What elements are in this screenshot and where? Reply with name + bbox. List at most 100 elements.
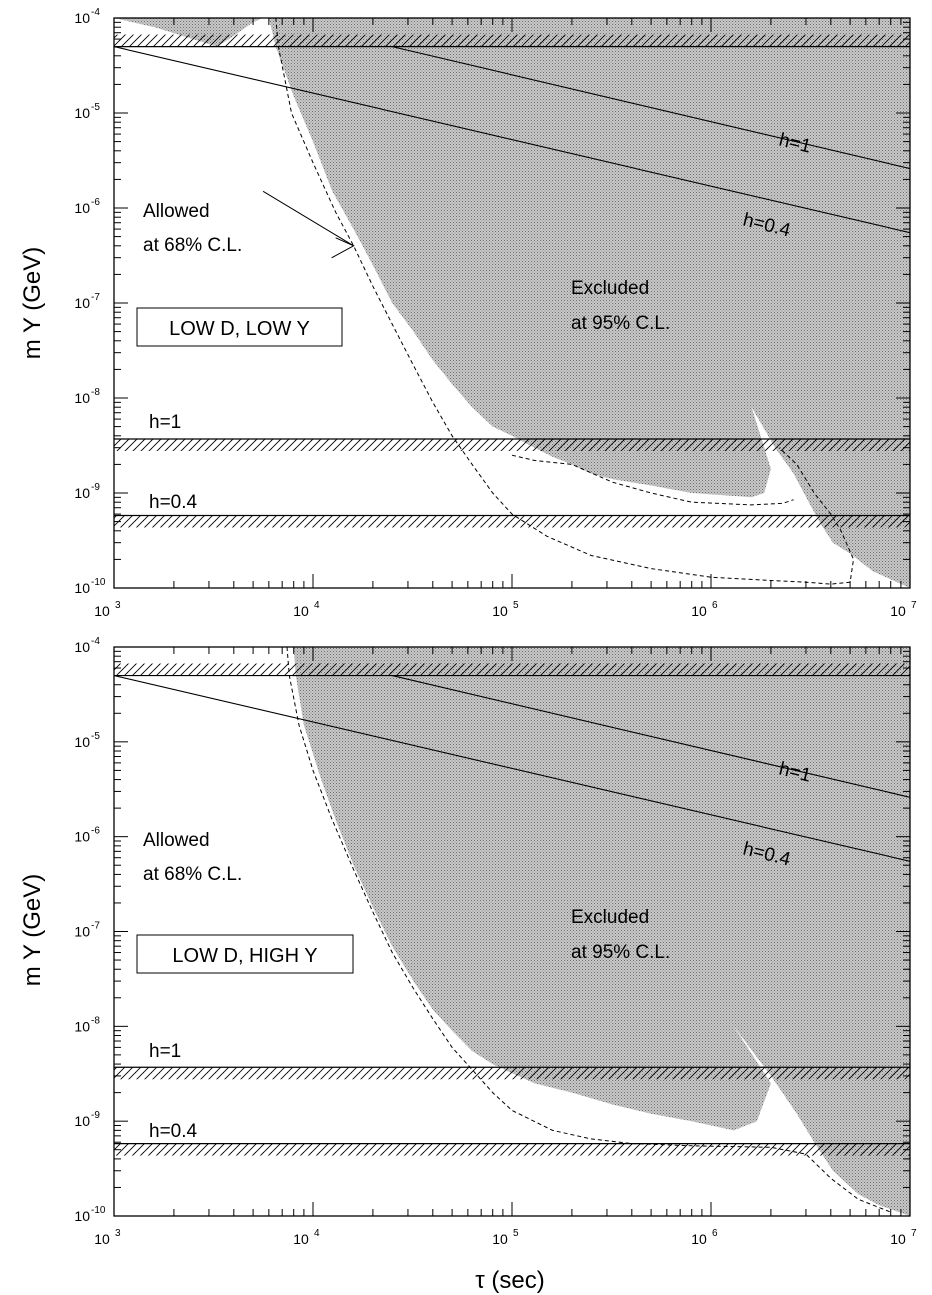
- y-tick-label: 10 -5: [74, 731, 100, 750]
- y-tick-label: 10 -6: [74, 826, 100, 845]
- y-tick-label: 10 -5: [74, 102, 100, 121]
- x-tick-label: 10 5: [492, 1228, 519, 1247]
- y-tick-label-exponent: -9: [91, 482, 100, 493]
- x-tick-label-base: 10: [94, 603, 110, 619]
- x-tick-label-exponent: 6: [712, 600, 718, 611]
- h04-horizontal-label: h=0.4: [149, 1121, 198, 1142]
- y-tick-label-exponent: -6: [91, 197, 100, 208]
- box-label-frame: [136, 307, 343, 347]
- y-tick-label-base: 10: [74, 580, 90, 596]
- y-tick-label-exponent: -7: [91, 921, 100, 932]
- y-tick-label: 10 -7: [74, 292, 100, 311]
- x-tick-label-base: 10: [293, 1231, 309, 1247]
- y-tick-label: 10 -10: [74, 1205, 105, 1224]
- bottom-panel: 10 3 10 4 10 5 10 6 10 710 -410 -510 -610 -710 -810 -91…: [19, 636, 917, 1294]
- y-tick-label-base: 10: [74, 639, 90, 655]
- y-tick-label-exponent: -10: [91, 1205, 106, 1216]
- allowed-label-line1: Allowed: [143, 201, 210, 222]
- diagonal-line: [114, 46, 910, 234]
- x-tick-label-base: 10: [293, 603, 309, 619]
- y-tick-label-base: 10: [74, 924, 90, 940]
- top-panel: 10 3 10 4 10 5 10 6 10 710 -410 -510 -610 -710 -810 -91…: [19, 7, 917, 619]
- plot-area: [114, 18, 910, 588]
- x-tick-label-exponent: 5: [513, 600, 519, 611]
- excluded-label-line2: at 95% C.L.: [571, 313, 670, 334]
- excluded-label-line1: Excluded: [571, 907, 649, 928]
- y-tick-label-base: 10: [74, 485, 90, 501]
- x-tick-label: 10 7: [890, 600, 917, 619]
- ticks: [113, 647, 910, 1217]
- excluded-label-line2: at 95% C.L.: [571, 942, 670, 963]
- y-tick-label-exponent: -8: [91, 1015, 100, 1026]
- y-tick-label-base: 10: [74, 829, 90, 845]
- x-tick-label: 10 3: [94, 600, 121, 619]
- hatch-band: [114, 1067, 910, 1080]
- x-axis-label: τ (sec): [475, 1267, 544, 1294]
- box-label-frame: [136, 934, 354, 974]
- x-tick-label-exponent: 6: [712, 1228, 718, 1239]
- x-tick-label-base: 10: [890, 603, 906, 619]
- x-tick-label: 10 4: [293, 1228, 320, 1247]
- box-label: LOW D, HIGH Y: [172, 945, 317, 967]
- x-tick-label-exponent: 3: [115, 1228, 121, 1239]
- h1-horizontal-label: h=1: [149, 412, 181, 433]
- x-tick-label: 10 7: [890, 1228, 917, 1247]
- x-tick-label-base: 10: [890, 1231, 906, 1247]
- y-tick-label-exponent: -5: [91, 731, 100, 742]
- y-tick-label-base: 10: [74, 1018, 90, 1034]
- x-tick-label: 10 6: [691, 600, 718, 619]
- y-tick-label: 10 -10: [74, 577, 105, 596]
- y-tick-label-base: 10: [74, 105, 90, 121]
- y-tick-label-base: 10: [74, 390, 90, 406]
- y-tick-label: 10 -4: [74, 636, 100, 655]
- x-tick-label-base: 10: [691, 1231, 707, 1247]
- x-tick-label-exponent: 3: [115, 600, 121, 611]
- x-tick-label-exponent: 7: [911, 1228, 917, 1239]
- x-tick-label: 10 5: [492, 600, 519, 619]
- ticks: [113, 18, 910, 589]
- allowed-label-line1: Allowed: [143, 830, 210, 851]
- hatch-band: [114, 1143, 910, 1156]
- y-tick-label-exponent: -9: [91, 1110, 100, 1121]
- hatch-band: [114, 663, 910, 676]
- y-tick-label: 10 -9: [74, 1110, 100, 1129]
- x-tick-label-exponent: 4: [314, 1228, 320, 1239]
- x-tick-label-base: 10: [492, 1231, 508, 1247]
- y-tick-label-exponent: -4: [91, 636, 100, 647]
- h04-horizontal-label: h=0.4: [149, 492, 198, 513]
- x-tick-label-base: 10: [492, 603, 508, 619]
- plot-area: [114, 647, 910, 1216]
- x-tick-label: 10 3: [94, 1228, 121, 1247]
- x-tick-label-exponent: 4: [314, 600, 320, 611]
- y-tick-label-exponent: -8: [91, 387, 100, 398]
- arrow-head: [331, 237, 355, 259]
- y-tick-label-exponent: -4: [91, 7, 100, 18]
- y-tick-label-exponent: -6: [91, 826, 100, 837]
- y-axis-label: m Y (GeV): [19, 874, 46, 986]
- hatch-band: [114, 439, 910, 452]
- y-tick-label-exponent: -7: [91, 292, 100, 303]
- allowed-contour: [286, 647, 891, 1213]
- h1-horizontal-label: h=1: [149, 1041, 181, 1062]
- x-tick-label-exponent: 7: [911, 600, 917, 611]
- diagonal-line: [392, 675, 910, 798]
- diagonal-line: [114, 675, 910, 862]
- hatch-band: [114, 515, 910, 528]
- y-tick-label-base: 10: [74, 200, 90, 216]
- y-tick-label-base: 10: [74, 1208, 90, 1224]
- x-tick-label-base: 10: [691, 603, 707, 619]
- y-tick-label: 10 -8: [74, 387, 100, 406]
- y-tick-label: 10 -8: [74, 1015, 100, 1034]
- allowed-contour: [275, 18, 855, 585]
- y-tick-label: 10 -6: [74, 197, 100, 216]
- allowed-label-line2: at 68% C.L.: [143, 864, 242, 885]
- y-tick-label-exponent: -10: [91, 577, 106, 588]
- x-tick-label: 10 6: [691, 1228, 718, 1247]
- x-tick-label: 10 4: [293, 600, 320, 619]
- hatch-band: [114, 34, 910, 47]
- diagonal-line: [392, 46, 910, 170]
- y-axis-label: m Y (GeV): [19, 247, 46, 359]
- y-tick-label-exponent: -5: [91, 102, 100, 113]
- y-tick-label: 10 -4: [74, 7, 100, 26]
